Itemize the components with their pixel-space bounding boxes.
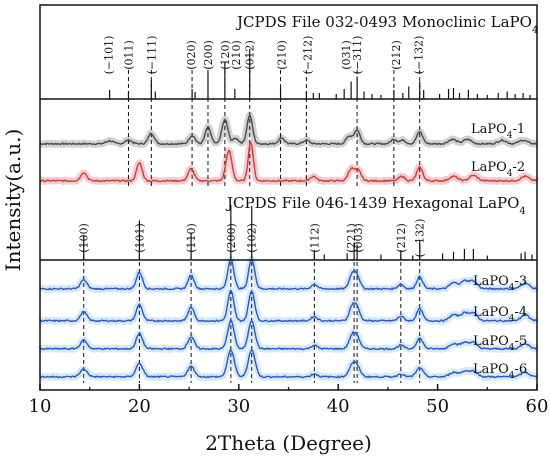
- miller-index-label: (−132): [414, 219, 427, 258]
- series-labels: LaPO4-1LaPO4-2LaPO4-3LaPO4-4LaPO4-5LaPO4…: [471, 122, 527, 381]
- miller-index-label: (012): [244, 40, 257, 70]
- pattern-band: [37, 111, 540, 148]
- pattern-curves: [39, 114, 538, 379]
- pattern-curve: [39, 289, 538, 323]
- miller-index-label: (−132): [413, 36, 426, 75]
- miller-labels: (−101) (011) (−111) (020) (200) (120)(210) (01…: [78, 36, 427, 258]
- series-label-name: LaPO: [471, 122, 507, 137]
- series-label: LaPO4-2: [471, 160, 525, 179]
- pattern-curve: [39, 318, 538, 351]
- series-label-name: LaPO: [473, 362, 509, 377]
- pattern-curve: [39, 114, 537, 146]
- miller-index-label: (200): [202, 40, 215, 70]
- pattern-band: [37, 139, 540, 185]
- pattern-bands: [37, 111, 540, 381]
- series-label-name: LaPO: [471, 160, 507, 175]
- series-label: LaPO4-5: [473, 334, 527, 353]
- series-label: LaPO4-1: [471, 122, 525, 141]
- y-axis-label: Intensity(a.u.): [1, 129, 25, 272]
- miller-index-label: (020): [185, 40, 198, 70]
- miller-index-label: (−212): [301, 36, 314, 75]
- series-label-name: LaPO: [473, 334, 509, 349]
- series-label-subscript: 4: [509, 343, 515, 353]
- card-title: JCPDS File 032-0493 Monoclinic LaPO4: [235, 13, 538, 36]
- card-title: JCPDS File 046-1439 Hexagonal LaPO4: [225, 194, 526, 217]
- series-label-suffix: -3: [515, 274, 528, 289]
- pattern-curve: [39, 141, 538, 183]
- pattern-band: [37, 255, 540, 293]
- miller-index-label: (−111): [145, 36, 158, 75]
- pattern-curve: [39, 258, 538, 291]
- series-label: LaPO4-4: [473, 305, 527, 324]
- miller-index-label: (210): [276, 40, 289, 70]
- miller-index-label: (100): [78, 223, 91, 253]
- miller-index-label: (−311): [351, 36, 364, 75]
- miller-index-label: (−101): [103, 36, 116, 75]
- x-tick-label: 20: [128, 396, 151, 417]
- x-tick-label: 10: [29, 396, 52, 417]
- miller-index-label: (221): [345, 223, 358, 253]
- x-tick-label: 50: [426, 396, 449, 417]
- miller-index-label: (110): [185, 223, 198, 253]
- series-label-suffix: -2: [513, 160, 526, 175]
- series-label-subscript: 4: [509, 283, 515, 293]
- pattern-band: [37, 286, 540, 325]
- miller-index-label: (031): [340, 40, 353, 70]
- miller-index-label: (210): [230, 40, 243, 70]
- x-tick-label: 40: [327, 396, 350, 417]
- series-label-suffix: -1: [513, 122, 526, 137]
- pattern-curve: [39, 349, 538, 379]
- x-axis-ticks: 10 20 30 40 50 60: [29, 384, 549, 417]
- panel-separators: [40, 98, 537, 261]
- pattern-band: [37, 346, 540, 381]
- card-title-subscript: 4: [532, 25, 538, 36]
- series-label-subscript: 4: [507, 131, 513, 141]
- series-label-subscript: 4: [507, 169, 513, 179]
- miller-index-label: (102): [246, 223, 259, 253]
- series-label-suffix: -6: [515, 362, 528, 377]
- card-titles: JCPDS File 032-0493 Monoclinic LaPO4 JCPD…: [225, 13, 538, 217]
- miller-index-label: (200): [225, 223, 238, 253]
- miller-index-label: (120): [219, 40, 232, 70]
- series-label-suffix: -5: [515, 334, 528, 349]
- miller-index-label: (101): [133, 223, 146, 253]
- x-axis-label: 2Theta (Degree): [205, 431, 372, 455]
- series-label-suffix: -4: [515, 305, 528, 320]
- miller-index-label: (112): [308, 223, 321, 253]
- series-label-subscript: 4: [509, 371, 515, 381]
- miller-index-label: (212): [395, 223, 408, 253]
- miller-index-label: (212): [390, 40, 403, 70]
- series-label: LaPO4-3: [473, 274, 527, 293]
- card-title-subscript: 4: [519, 206, 525, 217]
- miller-index-label: (003): [352, 223, 365, 253]
- x-tick-label: 30: [227, 396, 250, 417]
- x-tick-label: 60: [526, 396, 549, 417]
- miller-index-label: (011): [122, 40, 135, 70]
- series-label-name: LaPO: [473, 274, 509, 289]
- series-label-name: LaPO: [473, 305, 509, 320]
- series-label: LaPO4-6: [473, 362, 527, 381]
- series-label-subscript: 4: [509, 314, 515, 324]
